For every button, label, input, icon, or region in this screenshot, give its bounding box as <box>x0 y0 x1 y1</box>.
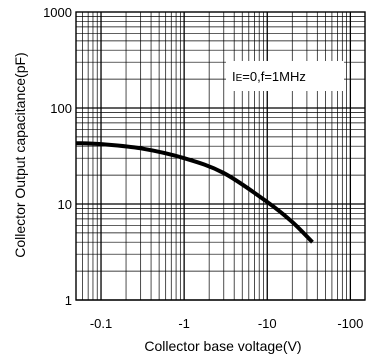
annotation-box <box>226 61 344 91</box>
y-tick-label: 100 <box>50 101 72 116</box>
annotation-rest: =0,f=1MHz <box>242 69 306 84</box>
chart-grid <box>75 12 365 301</box>
x-tick-label: -100 <box>337 316 363 331</box>
series-layer <box>75 141 314 244</box>
y-tick-label: 10 <box>58 197 72 212</box>
x-tick-label: -1 <box>178 316 190 331</box>
annotation-text: IE=0,f=1MHz <box>232 69 306 84</box>
x-tick-label: -0.1 <box>90 316 112 331</box>
annotation-main: I <box>232 69 236 84</box>
plot-frame <box>75 11 366 301</box>
y-tick-label: 1000 <box>43 5 72 20</box>
capacitance-curve <box>75 141 314 244</box>
y-axis-label: Collector Output capacitance(pF) <box>12 52 28 257</box>
x-tick-label: -10 <box>258 316 277 331</box>
x-axis-label: Collector base voltage(V) <box>144 338 301 354</box>
annotation-sub: E <box>236 73 243 84</box>
y-tick-label: 1 <box>65 293 72 308</box>
tick-labels: -0.1 -1 -10 -100 1 10 100 1000 <box>43 5 363 331</box>
